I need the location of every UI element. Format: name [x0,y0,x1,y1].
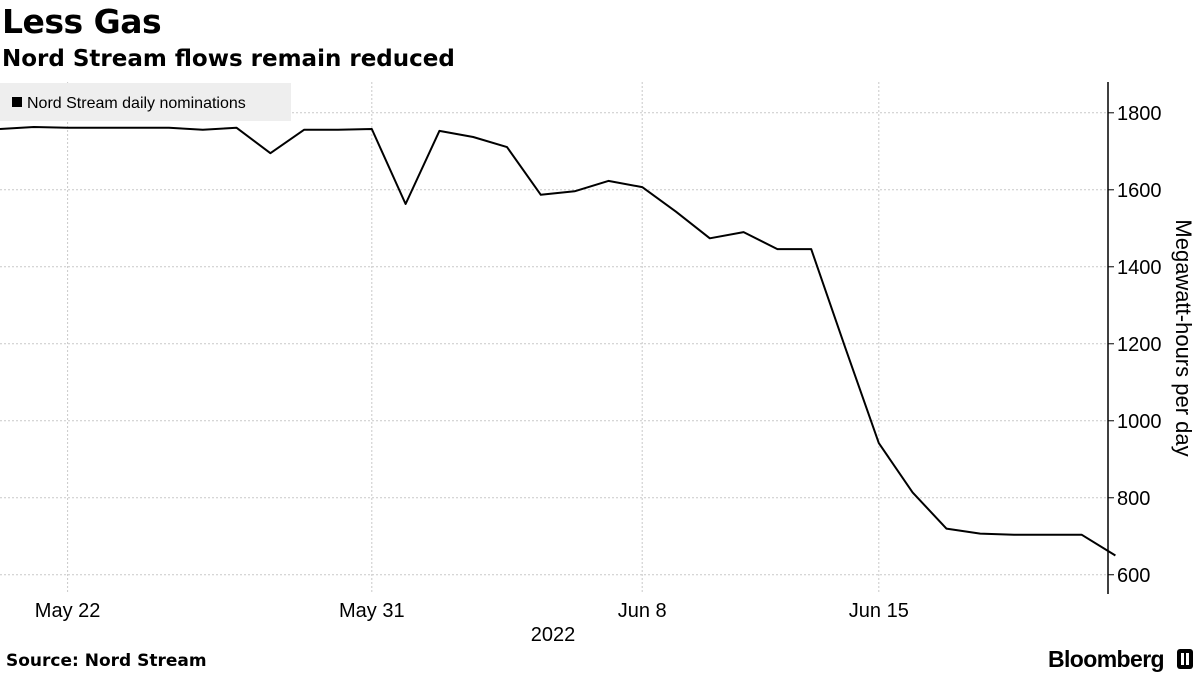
legend: Nord Stream daily nominations [0,83,291,121]
bloomberg-mark-icon [1177,649,1193,669]
y-tick-label: 1600 [1117,180,1162,202]
source-note: Source: Nord Stream [6,651,207,671]
x-tick-label: Jun 8 [618,600,667,622]
legend-background [0,83,291,121]
y-tick-label: 1400 [1117,257,1162,279]
y-tick-label: 1000 [1117,411,1162,433]
series-layer [0,126,1116,557]
grid-layer [0,82,1108,594]
axis-layer: 600 800 1000 1200 1400 1600 1800 May 22 May 31 Ju… [35,82,1196,646]
y-tick-label: 1200 [1117,334,1162,356]
x-axis-label: 2022 [531,624,576,646]
x-tick-label: May 31 [339,600,405,622]
chart-title: Less Gas [2,2,162,41]
legend-label: Nord Stream daily nominations [27,95,246,112]
x-tick-label: Jun 15 [849,600,909,622]
bloomberg-logo: Bloomberg [1048,646,1165,672]
series-line [0,126,1116,557]
y-axis-title: Megawatt-hours per day [1171,219,1196,456]
y-tick-label: 1800 [1117,103,1162,125]
y-tick-label: 600 [1117,565,1150,587]
y-tick-label: 800 [1117,488,1150,510]
chart-subtitle: Nord Stream flows remain reduced [2,46,455,72]
x-tick-label: May 22 [35,600,101,622]
legend-swatch [12,97,22,107]
